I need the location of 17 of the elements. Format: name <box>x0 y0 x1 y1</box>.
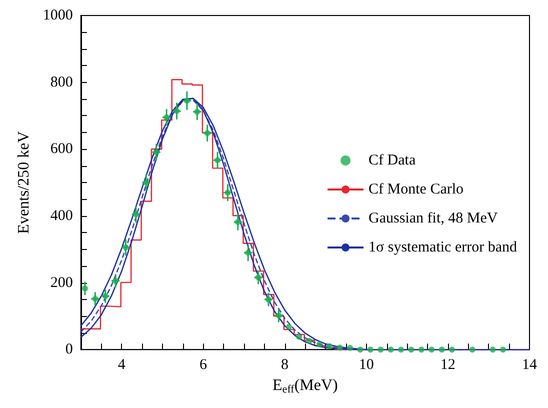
legend-label: Gaussian fit, 48 MeV <box>368 210 498 226</box>
x-tick-label: 4 <box>118 357 126 374</box>
y-axis-title: Events/250 keV <box>16 130 32 234</box>
legend-label: Cf Data <box>368 152 416 168</box>
y-tick-label: 400 <box>50 208 73 224</box>
y-tick-label: 800 <box>50 74 73 90</box>
y-tick-label: 0 <box>65 342 73 358</box>
y-tick-label: 200 <box>50 274 73 291</box>
x-tick-label: 6 <box>199 357 208 374</box>
x-tick-label: 14 <box>522 357 538 374</box>
x-tick-label: 12 <box>440 357 456 374</box>
legend-label: Cf Monte Carlo <box>368 182 464 198</box>
x-tick-label: 10 <box>358 357 374 374</box>
y-tick-label: 600 <box>50 141 73 158</box>
y-tick-label: 1000 <box>42 8 73 24</box>
legend-label: 1σ systematic error band <box>368 240 518 256</box>
x-tick-label: 8 <box>281 357 289 374</box>
